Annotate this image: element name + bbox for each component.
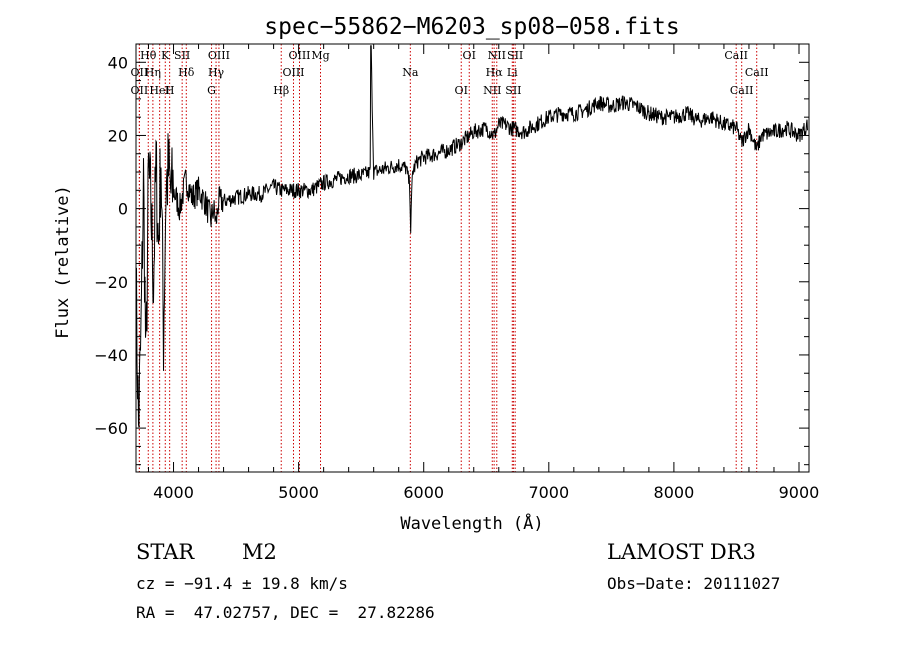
line-label: SII [507, 49, 523, 62]
line-label: Hθ [140, 49, 157, 62]
line-label: Hβ [273, 84, 289, 97]
line-label: SII [174, 49, 190, 62]
y-axis-label: Flux (relative) [53, 185, 73, 339]
tick-labels: 4000 5000 6000 7000 8000 9000 −60 −40 −20 0 20 40 [94, 53, 819, 502]
line-label: OII [131, 84, 149, 97]
line-label: H [165, 84, 175, 97]
x-tick-label: 8000 [654, 483, 695, 502]
spectral-line-markers [138, 44, 758, 472]
line-label: OIII [288, 49, 310, 62]
line-label: CaII [724, 49, 748, 62]
spectral-line-labels: Hθ OII OII K Hδ HeI SII Hη H OIII Hγ G OIII OIII Hβ Mg N… [131, 49, 769, 97]
line-label: Hη [145, 66, 161, 79]
y-tick-label: 20 [108, 126, 128, 145]
line-label: NII [488, 49, 506, 62]
spectrum-line [135, 45, 808, 428]
object-subclass: M2 [242, 540, 277, 564]
plot-frame [135, 43, 810, 473]
axis-ticks [136, 44, 809, 472]
line-label: OI [463, 49, 476, 62]
line-label: NII [483, 84, 501, 97]
line-label: CaII [730, 84, 754, 97]
line-label: Na [402, 66, 419, 79]
y-tick-label: −20 [94, 273, 128, 292]
x-tick-label: 7000 [528, 483, 569, 502]
x-tick-label: 9000 [779, 483, 820, 502]
line-label: Hγ [208, 66, 225, 79]
line-label: OIII [208, 49, 230, 62]
redshift-velocity: cz = −91.4 ± 19.8 km/s [136, 574, 348, 593]
spectrum-chart: spec−55862−M6203_sp08−058.fits Hθ OII OII K… [53, 14, 819, 534]
line-label: Hα [486, 66, 504, 79]
y-tick-label: 0 [118, 200, 128, 219]
line-label: OI [455, 84, 468, 97]
y-tick-label: 40 [108, 53, 128, 72]
y-tick-label: −40 [94, 346, 128, 365]
line-label: K [161, 49, 170, 62]
sky-coordinates: RA = 47.02757, DEC = 27.82286 [136, 603, 435, 622]
line-label: Mg [311, 49, 329, 62]
x-tick-label: 4000 [153, 483, 194, 502]
line-label: OIII [282, 66, 304, 79]
y-tick-label: −60 [94, 419, 128, 438]
line-label: SII [505, 84, 521, 97]
x-tick-label: 5000 [278, 483, 319, 502]
line-label: OII [131, 66, 149, 79]
line-label: HeI [149, 84, 169, 97]
line-label: Hδ [178, 66, 195, 79]
line-label: CaII [745, 66, 769, 79]
x-tick-label: 6000 [403, 483, 444, 502]
line-label: Li [507, 66, 518, 79]
object-class: STAR [136, 540, 195, 564]
line-label: G [207, 84, 216, 97]
survey-name: LAMOST DR3 [607, 540, 756, 564]
observation-date: Obs−Date: 20111027 [607, 574, 781, 593]
x-axis-label: Wavelength (Å) [400, 512, 543, 534]
chart-title: spec−55862−M6203_sp08−058.fits [264, 14, 679, 40]
